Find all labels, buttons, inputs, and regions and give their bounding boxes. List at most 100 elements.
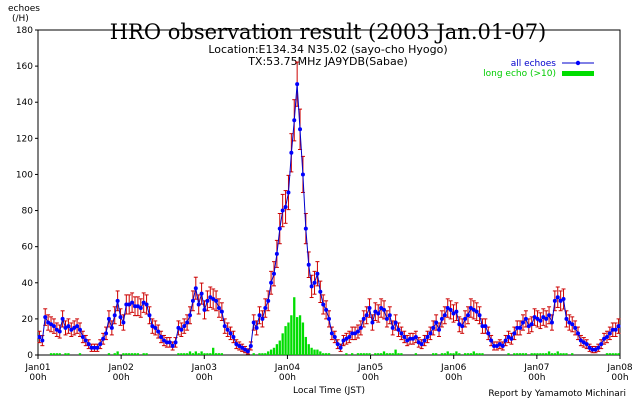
long-echo-bar — [545, 353, 548, 355]
data-point — [497, 342, 502, 347]
data-point — [344, 336, 349, 341]
x-tick-label-day: Jan08 — [606, 363, 633, 373]
data-point — [494, 343, 499, 348]
data-point — [387, 313, 392, 318]
data-point — [312, 280, 317, 285]
x-tick-label-day: Jan01 — [24, 363, 50, 373]
data-point — [72, 325, 77, 330]
long-echo-bar — [452, 353, 455, 355]
data-point — [535, 316, 540, 321]
data-point — [532, 315, 537, 320]
long-echo-bar — [530, 353, 533, 355]
x-tick-label-hour: 00h — [445, 373, 462, 383]
data-point — [329, 331, 334, 336]
x-tick-label-hour: 00h — [362, 373, 379, 383]
long-echo-bar — [478, 353, 481, 355]
long-echo-bar — [472, 351, 475, 355]
data-point — [379, 306, 384, 311]
long-echo-bar — [434, 353, 438, 355]
y-axis: 0 20 40 60 80 100 120 140 160 180 — [16, 26, 38, 361]
long-echo-bar — [368, 353, 371, 355]
data-point — [286, 190, 291, 195]
data-point — [584, 342, 589, 347]
data-point — [185, 320, 190, 325]
data-point — [277, 226, 282, 231]
data-point — [196, 302, 201, 307]
long-echo-bar — [397, 353, 400, 355]
long-echo-bar — [206, 353, 209, 355]
long-echo-bar — [214, 353, 218, 355]
long-echo-bar — [507, 353, 510, 355]
long-echo-bar — [394, 349, 397, 355]
data-point — [289, 150, 294, 155]
data-point — [144, 302, 149, 307]
data-point — [92, 345, 97, 350]
data-point — [454, 309, 459, 314]
data-point — [361, 316, 366, 321]
long-echo-bar — [301, 322, 305, 355]
data-point — [109, 325, 114, 330]
all-echoes-markers — [37, 82, 621, 354]
data-point — [529, 322, 534, 327]
data-point — [607, 331, 612, 336]
long-echo-bar — [319, 351, 322, 355]
data-point — [480, 324, 485, 329]
data-point — [193, 286, 198, 291]
data-point — [561, 297, 566, 302]
long-echo-bar — [516, 353, 519, 355]
long-echo-bar — [466, 353, 470, 355]
long-echo-bar — [180, 353, 183, 355]
long-echo-bar — [539, 353, 542, 355]
y-tick-label: 140 — [16, 98, 33, 108]
long-echo-bar — [518, 353, 522, 355]
long-echo-bar — [513, 353, 516, 355]
long-echo-bar — [310, 347, 313, 355]
data-point — [170, 343, 175, 348]
data-point — [228, 331, 233, 336]
data-point — [77, 327, 82, 332]
data-point — [263, 306, 268, 311]
data-point — [552, 298, 557, 303]
data-point — [471, 307, 476, 312]
data-point — [205, 298, 210, 303]
data-point — [500, 343, 505, 348]
data-point — [549, 320, 554, 325]
long-echo-bar — [614, 353, 617, 355]
y-axis-label-line2: (/H) — [12, 14, 29, 24]
long-echo-bar — [345, 353, 348, 355]
long-echo-bar — [374, 353, 377, 355]
long-echo-bar — [362, 353, 365, 355]
long-echo-bar — [458, 353, 461, 355]
data-point — [350, 331, 355, 336]
legend-long-echo-label: long echo (>10) — [483, 69, 556, 79]
long-echo-bar — [113, 353, 116, 355]
long-echo-bar — [267, 351, 270, 355]
data-point — [544, 316, 549, 321]
long-echo-bar — [377, 353, 380, 355]
long-echo-bar — [209, 353, 212, 355]
data-point — [613, 327, 618, 332]
data-point — [300, 172, 305, 177]
data-point — [364, 313, 369, 318]
data-point — [237, 343, 242, 348]
data-point — [573, 325, 578, 330]
data-point — [46, 320, 51, 325]
long-echo-bar — [379, 353, 383, 355]
long-echo-bar — [469, 353, 473, 355]
data-point — [503, 338, 508, 343]
long-echo-bar — [356, 353, 360, 355]
data-point — [341, 338, 346, 343]
data-point — [390, 325, 395, 330]
long-echo-bar — [142, 353, 145, 355]
long-echo-bar — [463, 353, 467, 355]
data-point — [274, 251, 279, 256]
data-point — [199, 291, 204, 296]
data-point — [121, 320, 126, 325]
long-echo-bar — [295, 317, 299, 355]
x-tick-label-day: Jan06 — [440, 363, 467, 373]
long-echo-bar — [269, 349, 273, 355]
data-point — [445, 306, 450, 311]
data-point — [40, 338, 45, 343]
long-echo-bar — [432, 353, 435, 355]
data-point — [104, 331, 109, 336]
